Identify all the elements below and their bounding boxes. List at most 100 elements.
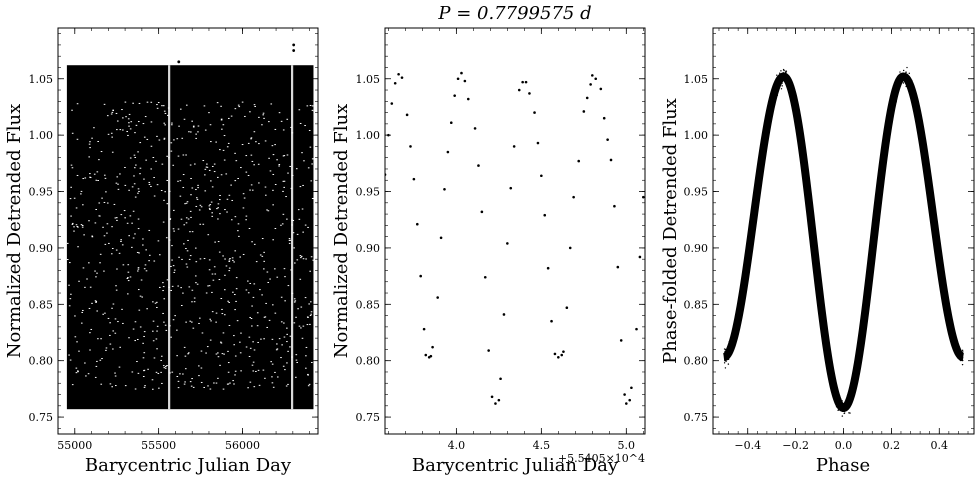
phase-point <box>853 388 855 391</box>
band-gap <box>218 279 221 281</box>
band-gap <box>217 176 219 178</box>
phase-point <box>865 303 867 305</box>
band-gap <box>210 320 212 322</box>
band-gap <box>112 330 115 332</box>
band-gap <box>133 183 136 185</box>
phase-point <box>731 343 733 346</box>
band-gap <box>155 160 157 162</box>
ticks-2: 4.0 4.5 5.00.750.800.850.900.951.001.05 <box>356 28 645 452</box>
band-gap <box>163 321 165 323</box>
band-gap <box>258 143 260 145</box>
band-gap <box>249 282 252 284</box>
band-gap <box>260 338 262 340</box>
band-gap <box>152 301 154 303</box>
phase-point <box>727 358 730 361</box>
band-gap <box>208 259 211 261</box>
phase-point <box>833 385 836 388</box>
phase-point <box>944 292 947 295</box>
band-gap <box>179 108 182 110</box>
band-gap <box>230 219 233 221</box>
band-gap <box>88 307 91 309</box>
band-gap <box>263 338 265 340</box>
band-gap <box>197 184 199 186</box>
band-gap <box>146 101 149 103</box>
phase-point <box>824 349 827 351</box>
phase-point <box>797 125 799 127</box>
data-point <box>550 319 553 323</box>
band-gap <box>283 186 285 188</box>
phase-point <box>936 248 938 251</box>
band-gap <box>119 129 122 131</box>
band-gap <box>258 384 261 386</box>
band-gap <box>171 122 173 124</box>
x-tick-label: 0.4 <box>931 439 949 452</box>
phase-point <box>955 353 957 355</box>
phase-point <box>814 255 816 258</box>
band-gap <box>228 260 231 262</box>
phase-point <box>756 195 758 197</box>
band-gap <box>217 218 219 220</box>
y-tick-label: 1.05 <box>29 73 54 86</box>
phase-point <box>750 242 752 244</box>
band-gap <box>160 359 162 361</box>
phase-point <box>921 126 924 128</box>
band-gap <box>272 189 274 191</box>
band-gap <box>127 134 129 136</box>
phase-point <box>862 327 864 329</box>
x-tick-label: 55500 <box>141 439 176 452</box>
phase-point <box>946 308 948 310</box>
phase-point <box>884 148 886 150</box>
band-gap <box>272 154 275 156</box>
band-gap <box>156 330 158 332</box>
phase-point <box>842 410 844 412</box>
data-point <box>609 158 613 162</box>
phase-point <box>834 395 837 398</box>
phase-point <box>743 279 746 282</box>
band-gap <box>89 147 91 149</box>
band-gap <box>296 233 299 235</box>
band-gap <box>302 325 305 327</box>
band-gap <box>287 285 290 287</box>
phase-point <box>953 330 955 333</box>
band-gap <box>228 259 231 261</box>
data-point <box>540 174 543 178</box>
phase-point <box>851 393 853 396</box>
phase-point <box>924 161 926 163</box>
band-gap <box>306 105 309 107</box>
band-gap <box>199 223 202 225</box>
data-point <box>456 77 460 81</box>
band-gap <box>138 252 140 254</box>
band-gap <box>282 180 285 182</box>
band-gap <box>162 221 165 223</box>
band-gap <box>89 141 91 143</box>
band-gap <box>297 209 300 211</box>
x-tick-label: −0.2 <box>782 439 809 452</box>
band-gap <box>137 267 140 269</box>
phase-point <box>865 299 867 302</box>
band-gap <box>185 217 188 219</box>
band-gap <box>102 313 105 315</box>
band-gap <box>113 203 116 205</box>
band-gap <box>156 306 158 308</box>
phase-point <box>905 71 907 73</box>
band-gap <box>286 362 288 364</box>
band-gap <box>128 235 131 237</box>
band-gap <box>298 109 301 111</box>
band-gap <box>142 357 145 359</box>
band-gap <box>204 129 207 131</box>
band-gap <box>89 332 91 334</box>
band-gap <box>171 371 174 373</box>
band-gap <box>252 361 255 363</box>
phase-point <box>838 409 840 411</box>
phase-point <box>811 229 813 231</box>
band-gap <box>226 146 229 148</box>
band-gap <box>128 125 130 127</box>
band-gap <box>148 254 151 256</box>
phase-point <box>734 324 736 327</box>
phase-point <box>733 342 735 344</box>
phase-point <box>819 307 821 309</box>
phase-point <box>790 83 792 85</box>
band-gap <box>181 258 183 260</box>
band-gap <box>276 348 279 350</box>
